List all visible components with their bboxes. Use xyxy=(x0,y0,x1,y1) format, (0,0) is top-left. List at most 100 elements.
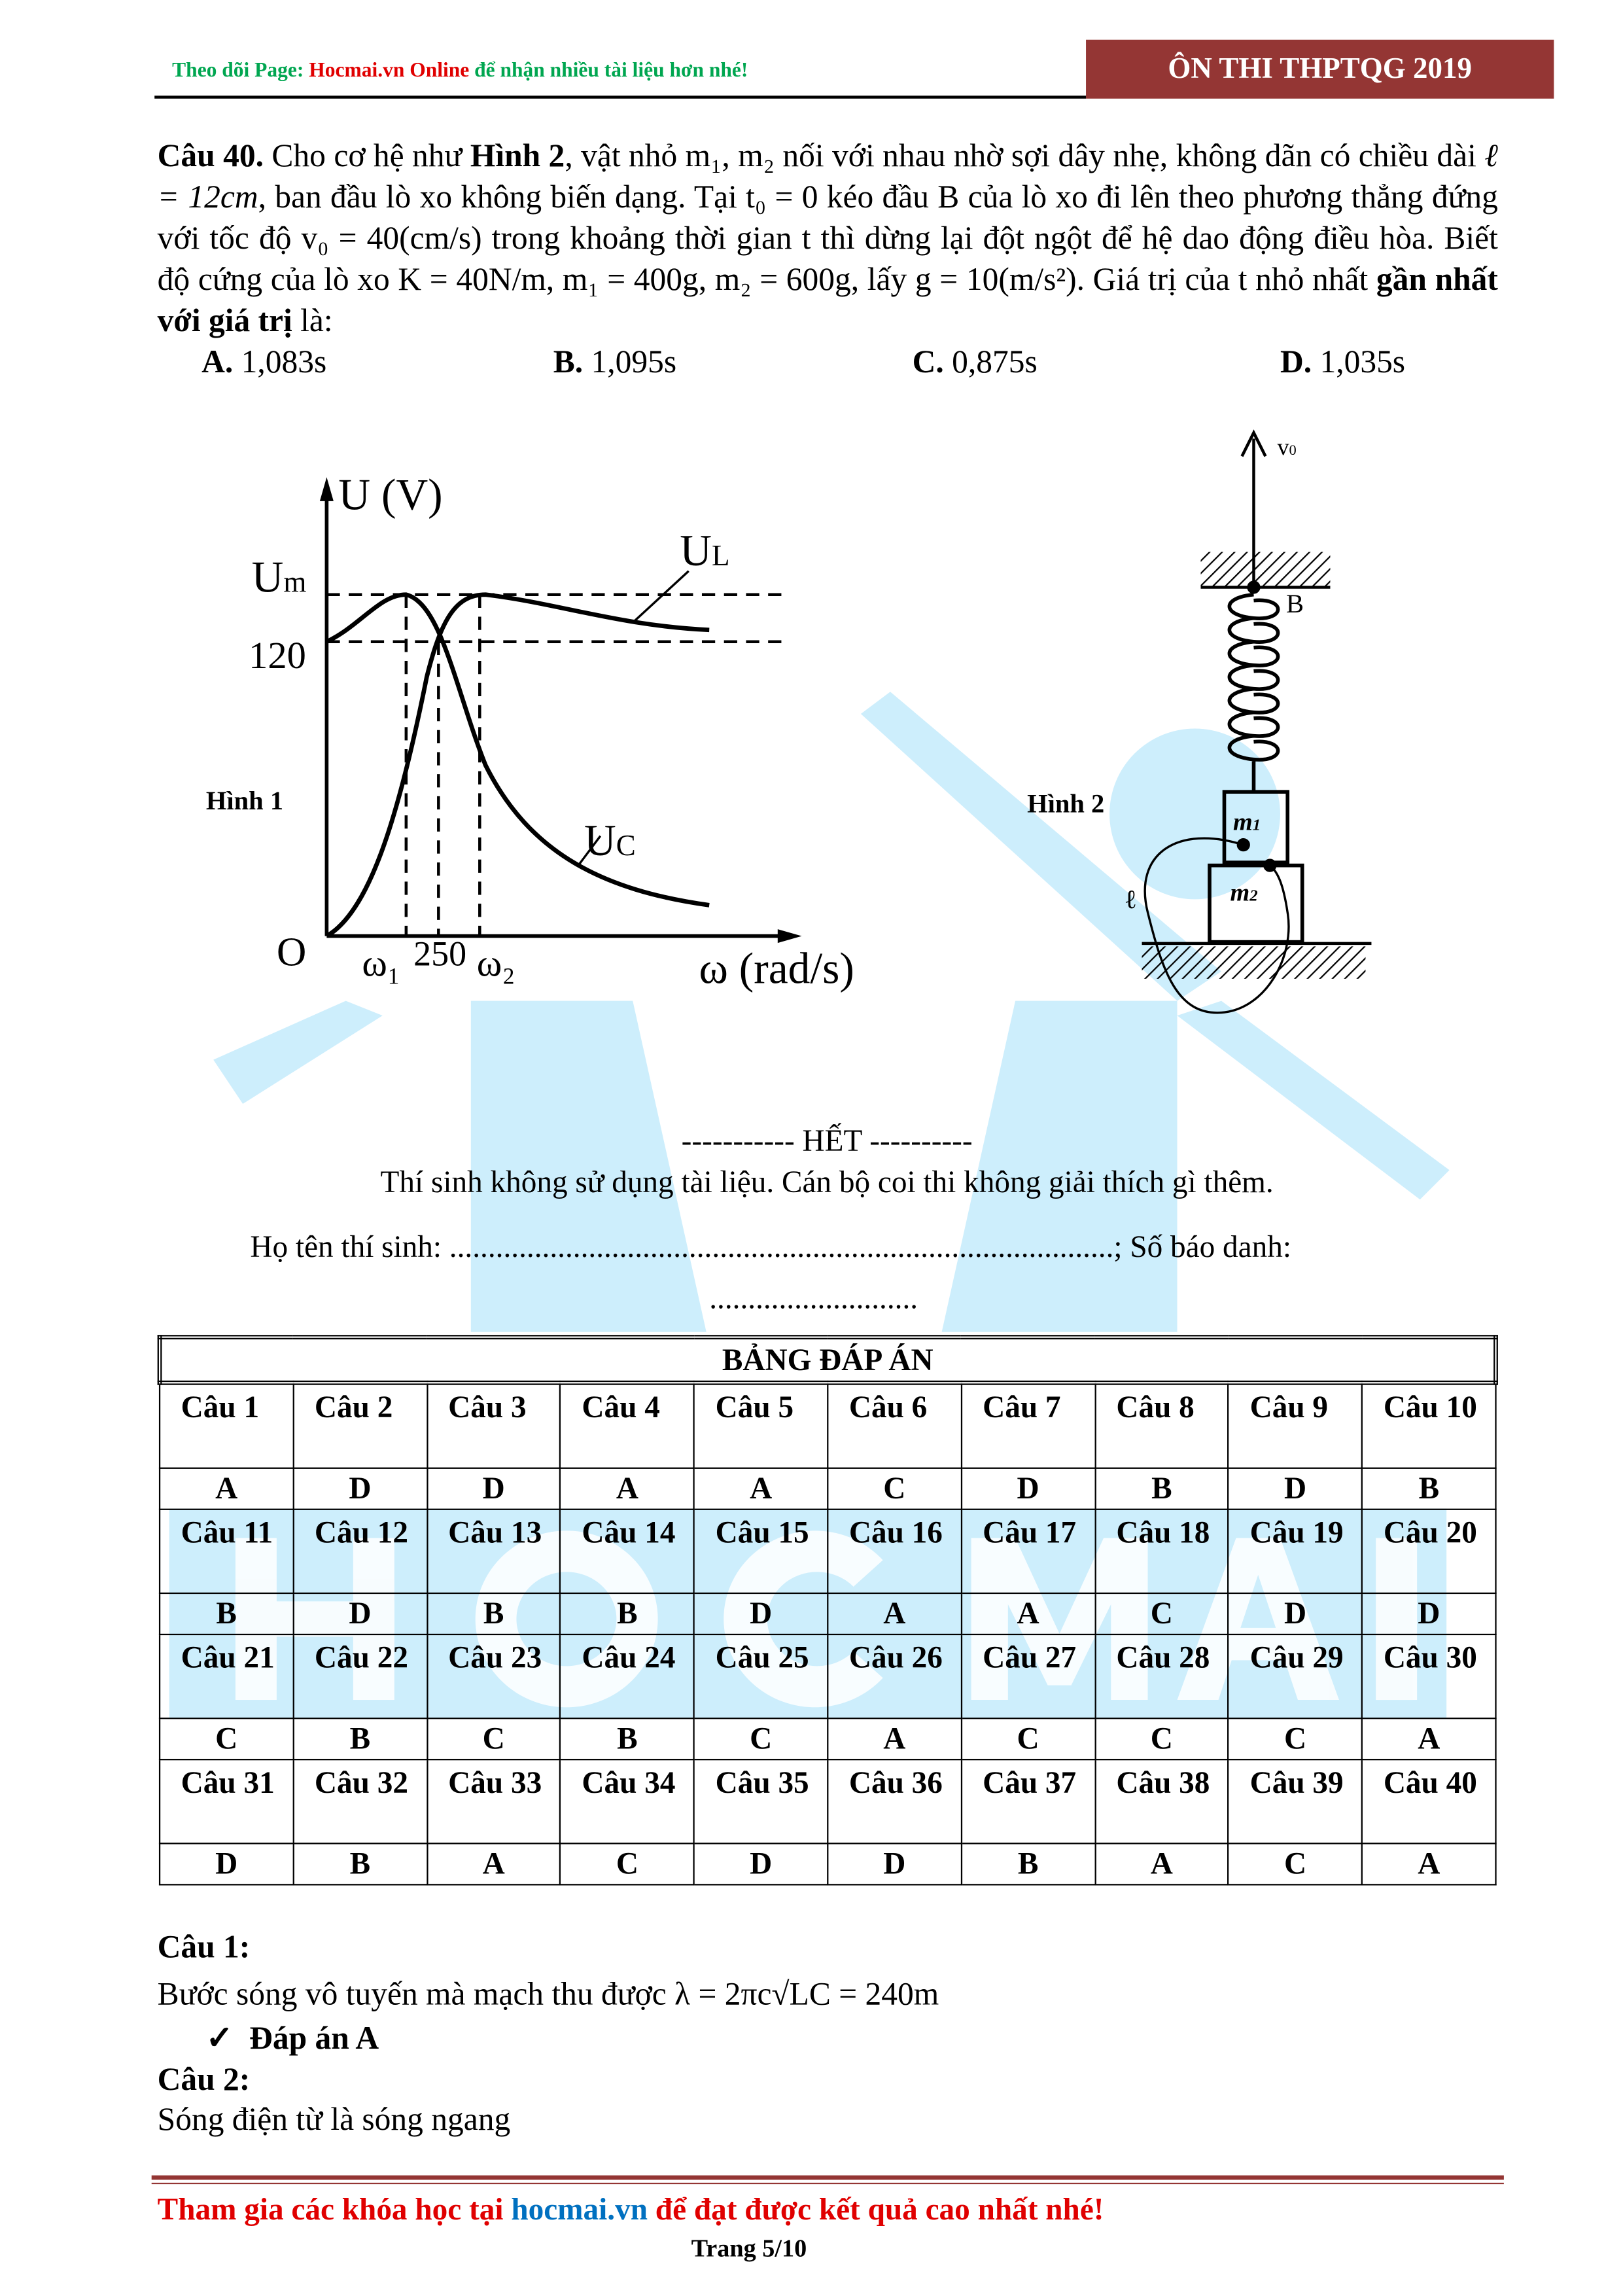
question-number-cell: Câu 11 xyxy=(158,1508,294,1595)
option-text: 0,875s xyxy=(943,343,1038,380)
figure-2-caption: Hình 2 xyxy=(1027,788,1105,819)
answer-cell: C xyxy=(827,1467,962,1510)
question-number-cell: Câu 1 xyxy=(158,1382,294,1469)
question-number-cell: Câu 40 xyxy=(1361,1759,1497,1845)
question-label: Câu 40. xyxy=(157,137,264,174)
option-key: D. xyxy=(1280,343,1312,380)
question-number-cell: Câu 23 xyxy=(426,1633,561,1720)
question-number-cell: Câu 26 xyxy=(827,1633,962,1720)
question-number-cell: Câu 28 xyxy=(1094,1633,1230,1720)
solution-1-title: Câu 1: xyxy=(157,1928,251,1965)
ul-curve xyxy=(325,592,710,938)
y-axis-label: U (V) xyxy=(338,470,443,520)
w1-label: ω₁ xyxy=(362,942,401,985)
level-120: 120 xyxy=(249,634,306,677)
question-number-cell: Câu 7 xyxy=(960,1382,1096,1469)
option-a[interactable]: A. 1,083s xyxy=(201,342,326,383)
answer-cell: D xyxy=(1227,1467,1363,1510)
option-b[interactable]: B. 1,095s xyxy=(553,342,676,383)
question-number-cell: Câu 10 xyxy=(1361,1382,1497,1469)
top-support-hatch xyxy=(1200,552,1331,588)
question-number-cell: Câu 32 xyxy=(292,1759,428,1845)
fig-ref: Hình 2 xyxy=(470,137,565,174)
answer-cell: A xyxy=(158,1467,294,1510)
answer-cell: D xyxy=(693,1843,829,1886)
answer-cell: D xyxy=(292,1592,428,1636)
header-divider xyxy=(154,96,1087,99)
answer-cell: D xyxy=(1227,1592,1363,1636)
page-number: Trang 5/10 xyxy=(691,2234,807,2263)
footer-link[interactable]: hocmai.vn xyxy=(511,2191,648,2227)
answer-cell: A xyxy=(1361,1718,1497,1761)
question-40: Câu 40. Cho cơ hệ như Hình 2, vật nhỏ m₁… xyxy=(158,135,1498,383)
question-number-cell: Câu 25 xyxy=(693,1633,829,1720)
m1-sub: 1 xyxy=(1252,817,1261,835)
ul-label: UL xyxy=(680,527,729,581)
question-number-cell: Câu 36 xyxy=(827,1759,962,1845)
question-number-cell: Câu 21 xyxy=(158,1633,294,1720)
answer-cell: D xyxy=(1361,1592,1497,1636)
question-number-cell: Câu 37 xyxy=(960,1759,1096,1845)
question-number-cell: Câu 8 xyxy=(1094,1382,1230,1469)
option-key: A. xyxy=(201,343,234,380)
question-number-cell: Câu 17 xyxy=(960,1508,1096,1595)
answer-cell: A xyxy=(1361,1843,1497,1886)
answer-cell: A xyxy=(693,1467,829,1510)
option-key: B. xyxy=(553,343,584,380)
follow-page-note: Theo dõi Page: Hocmai.vn Online để nhận … xyxy=(172,60,748,84)
solution-2-title: Câu 2: xyxy=(157,2060,251,2098)
solution-1-text: Bước sóng vô tuyến mà mạch thu được λ = … xyxy=(157,1975,939,2012)
question-body: Câu 40. Cho cơ hệ như Hình 2, vật nhỏ m₁… xyxy=(158,135,1498,342)
option-c[interactable]: C. 0,875s xyxy=(913,342,1038,383)
answer-cell: C xyxy=(1094,1718,1230,1761)
um-sub: m xyxy=(283,567,307,599)
footer-promo: Tham gia các khóa học tại hocmai.vn để đ… xyxy=(158,2191,1104,2227)
footer-divider xyxy=(151,2175,1504,2180)
question-number-cell: Câu 9 xyxy=(1227,1382,1363,1469)
answer-cell: D xyxy=(827,1843,962,1886)
question-number-row: Câu 11 Câu 12 Câu 13 Câu 14 Câu 15 Câu 16 Câu … xyxy=(158,1508,1497,1595)
answer-cell: A xyxy=(827,1592,962,1636)
question-number-cell: Câu 24 xyxy=(559,1633,695,1720)
w0-label: 250 xyxy=(413,936,467,975)
y-axis-arrow-icon xyxy=(319,477,334,501)
note-suffix: để nhận nhiều tài liệu hơn nhé! xyxy=(469,60,748,82)
uc-curve xyxy=(325,592,710,908)
answer-cell: B xyxy=(1361,1467,1497,1510)
v0-sub: 0 xyxy=(1289,443,1297,459)
q-emph: gần nhất với giá trị xyxy=(157,260,1498,339)
um-label: Um xyxy=(252,554,307,608)
question-number-cell: Câu 4 xyxy=(559,1382,695,1469)
answer-cell: D xyxy=(960,1467,1096,1510)
answer-cell: B xyxy=(292,1718,428,1761)
x-axis-arrow-icon xyxy=(777,929,802,944)
note-brand[interactable]: Hocmai.vn Online xyxy=(309,60,470,82)
ul-text: U xyxy=(680,527,712,576)
answer-cell: D xyxy=(292,1467,428,1510)
question-number-cell: Câu 27 xyxy=(960,1633,1096,1720)
m1-text: m xyxy=(1232,807,1253,836)
answer-cell: B xyxy=(559,1592,695,1636)
solution-2-text: Sóng điện từ là sóng ngang xyxy=(157,2100,511,2138)
q-text: Cho cơ hệ như xyxy=(263,137,470,174)
x-axis-label: ω (rad/s) xyxy=(699,945,854,994)
options: A. 1,083s B. 1,095s C. 0,875s D. 1,035s xyxy=(158,342,1498,383)
answer-text: Đáp án A xyxy=(249,2019,379,2057)
option-text: 1,083s xyxy=(233,343,327,380)
answer-cell: C xyxy=(559,1843,695,1886)
uc-text: U xyxy=(584,817,616,866)
b-label: B xyxy=(1285,588,1304,618)
q-text: , vật nhỏ m₁, m₂ nối với nhau nhờ sợi dâ… xyxy=(565,137,1485,174)
ul-sub: L xyxy=(711,540,730,573)
answer-table-title: BẢNG ĐÁP ÁN xyxy=(157,1335,1498,1385)
option-d[interactable]: D. 1,035s xyxy=(1280,342,1405,383)
answer-cell: C xyxy=(158,1718,294,1761)
answer-cell: A xyxy=(559,1467,695,1510)
answer-cell: A xyxy=(1094,1843,1230,1886)
spring xyxy=(1227,592,1280,792)
